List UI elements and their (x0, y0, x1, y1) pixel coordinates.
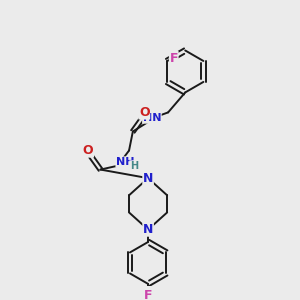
Text: F: F (169, 52, 178, 64)
Text: O: O (83, 144, 93, 157)
Text: NH: NH (116, 157, 134, 167)
Text: N: N (143, 223, 153, 236)
Text: N: N (143, 172, 153, 184)
Text: O: O (139, 106, 150, 119)
Text: H: H (130, 161, 138, 171)
Text: F: F (144, 289, 152, 300)
Text: HN: HN (143, 113, 161, 123)
